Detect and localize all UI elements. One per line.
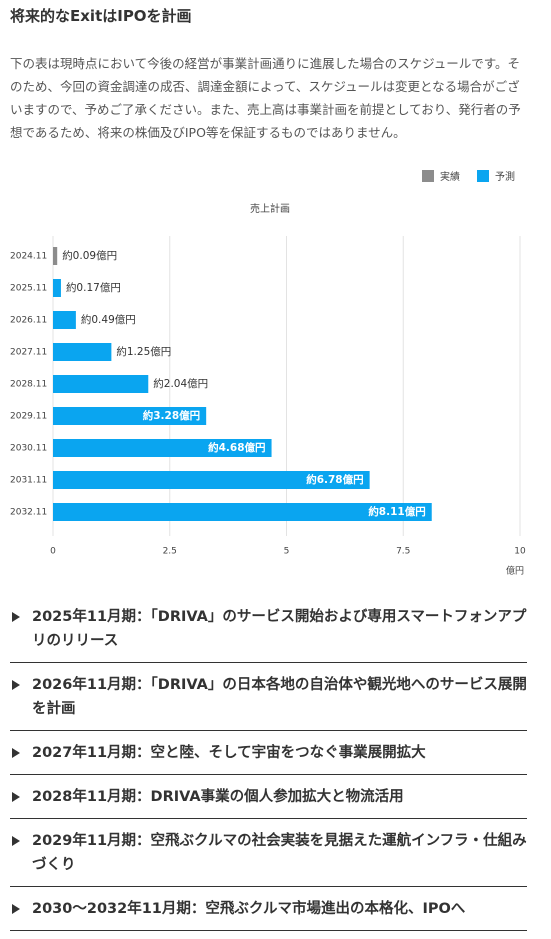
milestone: 2028年11月期：DRIVA事業の個人参加拡大と物流活用 <box>10 783 527 819</box>
y-tick-label: 2025.11 <box>10 284 47 294</box>
bar <box>53 343 112 361</box>
y-tick-label: 2032.11 <box>10 508 47 518</box>
bar <box>53 439 272 457</box>
bar <box>53 311 76 329</box>
value-label: 約6.78億円 <box>306 473 363 486</box>
x-tick-label: 0 <box>50 547 56 557</box>
chart: 売上計画 実績 予測 0 2.5 5 7.5 10 億円 2024.11 2025.11 2026.1… <box>10 170 526 577</box>
bar <box>53 279 61 297</box>
value-label: 約3.28億円 <box>143 409 200 422</box>
milestone-list: 2025年11月期：「DRIVA」のサービス開始および専用スマートフォンアプリの… <box>10 603 527 939</box>
milestone: 2027年11月期：空と陸、そして宇宙をつなぐ事業展開拡大 <box>10 739 527 775</box>
bar <box>53 471 370 489</box>
page: 将来的なExitはIPOを計画 下の表は現時点において今後の経営が事業計画通りに… <box>10 7 527 931</box>
legend-swatch <box>422 170 434 182</box>
y-tick-label: 2026.11 <box>10 316 47 326</box>
value-label: 約0.09億円 <box>62 249 117 262</box>
milestone: 2025年11月期：「DRIVA」のサービス開始および専用スマートフォンアプリの… <box>10 603 527 663</box>
bar <box>53 247 58 265</box>
legend-swatch <box>477 170 489 182</box>
milestone: 2030〜2032年11月期：空飛ぶクルマ市場進出の本格化、IPOへ <box>10 895 527 931</box>
y-tick-label: 2031.11 <box>10 476 47 486</box>
bar <box>53 375 149 393</box>
value-label: 約0.49億円 <box>81 313 136 326</box>
milestone: 2026年11月期：「DRIVA」の日本各地の自治体や観光地へのサービス展開を計… <box>10 671 527 731</box>
y-tick-label: 2028.11 <box>10 380 47 390</box>
value-label: 約2.04億円 <box>153 377 208 390</box>
legend-label: 実績 <box>440 170 460 183</box>
description: 下の表は現時点において今後の経営が事業計画通りに進展した場合のスケジュールです。… <box>10 56 521 140</box>
x-axis-label: 億円 <box>506 565 524 577</box>
value-label: 約1.25億円 <box>116 345 171 358</box>
y-tick-label: 2027.11 <box>10 348 47 358</box>
value-label: 約4.68億円 <box>208 441 265 454</box>
value-label: 約8.11億円 <box>368 505 425 518</box>
y-tick-label: 2030.11 <box>10 444 47 454</box>
x-tick-label: 7.5 <box>396 547 410 557</box>
legend-label: 予測 <box>495 170 515 183</box>
bar <box>53 503 432 521</box>
x-tick-label: 5 <box>284 547 290 557</box>
value-label: 約0.17億円 <box>66 281 121 294</box>
x-tick-label: 10 <box>514 547 526 557</box>
y-tick-label: 2029.11 <box>10 412 47 422</box>
heading: 将来的なExitはIPOを計画 <box>10 7 192 25</box>
milestone: 2029年11月期：空飛ぶクルマの社会実装を見据えた運航インフラ・仕組みづくり <box>10 827 527 887</box>
y-tick-label: 2024.11 <box>10 252 47 262</box>
bar <box>53 407 207 425</box>
x-tick-label: 2.5 <box>163 547 177 557</box>
chart-title: 売上計画 <box>250 202 290 215</box>
